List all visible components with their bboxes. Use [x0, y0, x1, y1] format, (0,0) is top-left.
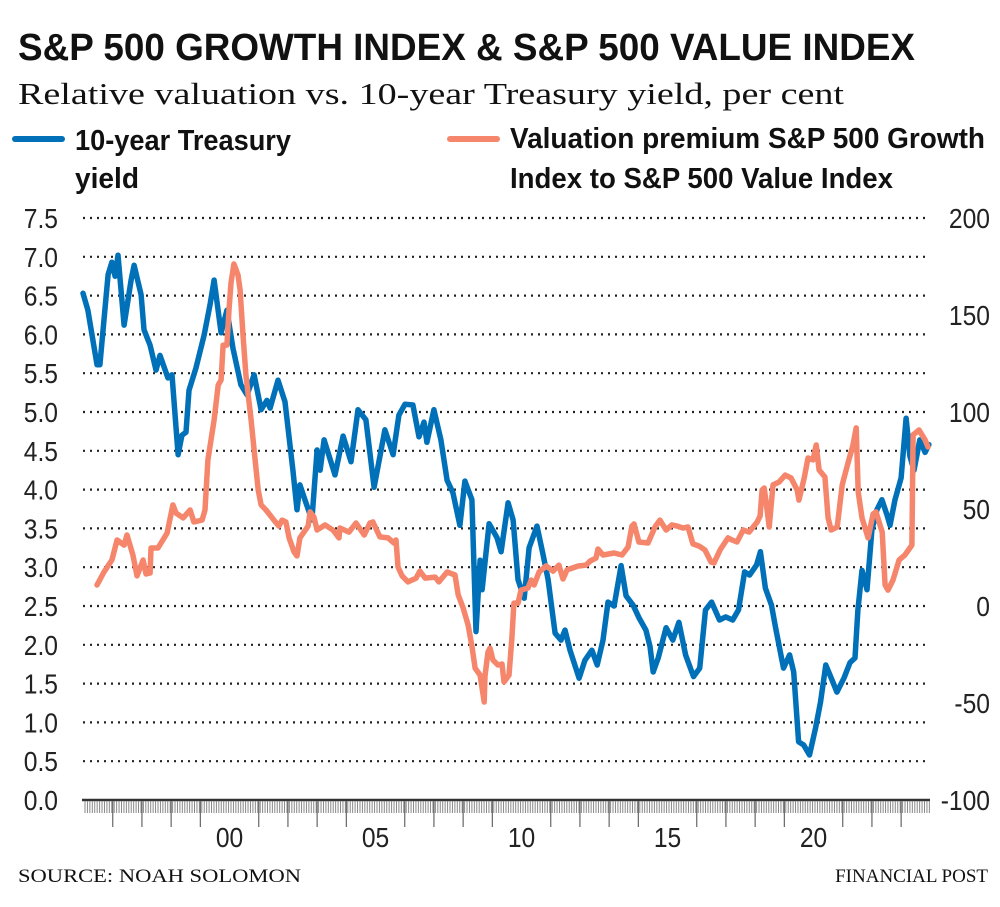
y-axis-right: -100 -50 0 50 100 150 200 [941, 203, 990, 817]
source-note: SOURCE: NOAH SOLOMON [18, 866, 301, 887]
x-tick-label: 20 [800, 822, 827, 854]
legend-label-treasury-line1: 10-year Treasury [75, 125, 291, 157]
legend: 10-year Treasury yield Valuation premium… [12, 123, 985, 195]
y-left-tick-label: 2.5 [24, 591, 58, 623]
y-left-tick-label: 5.5 [24, 358, 58, 390]
y-left-tick-label: 4.5 [24, 435, 58, 467]
y-right-tick-label: 100 [949, 397, 990, 429]
y-left-tick-label: 0.5 [24, 746, 58, 778]
x-tick-label: 10 [508, 822, 535, 854]
chart-title: S&P 500 GROWTH INDEX & S&P 500 VALUE IND… [18, 27, 916, 69]
y-right-tick-label: -100 [941, 785, 990, 817]
y-left-tick-label: 7.0 [24, 241, 58, 273]
x-tick-label: 00 [216, 822, 243, 854]
y-left-tick-label: 1.0 [24, 707, 58, 739]
y-left-tick-label: 0.0 [24, 785, 58, 817]
y-left-tick-label: 3.5 [24, 513, 58, 545]
series-lines [80, 252, 932, 758]
y-left-tick-label: 3.0 [24, 552, 58, 584]
y-right-tick-label: -50 [954, 688, 990, 720]
y-left-tick-label: 6.5 [24, 280, 58, 312]
chart-subtitle: Relative valuation vs. 10-year Treasury … [18, 76, 844, 111]
y-right-tick-label: 200 [949, 203, 990, 235]
y-left-tick-label: 7.5 [24, 203, 58, 235]
treasury-yield-line [80, 252, 932, 758]
y-left-tick-label: 2.0 [24, 629, 58, 661]
y-left-tick-label: 6.0 [24, 319, 58, 351]
legend-label-valuation-line2: Index to S&P 500 Value Index [510, 163, 893, 195]
x-axis: 00 05 10 15 20 [82, 798, 930, 854]
y-left-tick-label: 4.0 [24, 474, 58, 506]
y-left-tick-label: 5.0 [24, 397, 58, 429]
credit-note: FINANCIAL POST [835, 866, 988, 887]
x-tick-label: 15 [654, 822, 681, 854]
y-right-tick-label: 150 [949, 300, 990, 332]
legend-label-treasury-line2: yield [75, 163, 139, 195]
y-left-tick-label: 1.5 [24, 668, 58, 700]
y-right-tick-label: 0 [976, 591, 990, 623]
valuation-premium-line [94, 261, 931, 705]
x-tick-label: 05 [362, 822, 389, 854]
legend-label-valuation-line1: Valuation premium S&P 500 Growth [510, 123, 985, 155]
y-axis-left: 0.0 0.5 1.0 1.5 2.0 2.5 3.0 3.5 4.0 4.5 5.0 5.5 6.0 6… [24, 203, 58, 817]
y-right-tick-label: 50 [963, 494, 990, 526]
